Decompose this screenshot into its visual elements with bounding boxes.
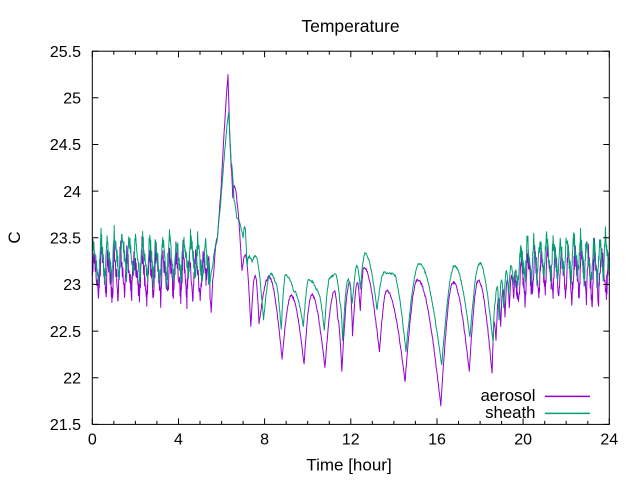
svg-text:23: 23	[63, 277, 81, 294]
svg-text:0: 0	[88, 432, 97, 449]
svg-text:25: 25	[63, 91, 81, 108]
svg-text:22.5: 22.5	[50, 324, 81, 341]
svg-text:Temperature: Temperature	[301, 16, 399, 36]
svg-text:25.5: 25.5	[50, 44, 81, 61]
svg-text:C: C	[5, 231, 24, 243]
svg-text:sheath: sheath	[485, 403, 535, 422]
svg-text:23.5: 23.5	[50, 231, 81, 248]
svg-text:21.5: 21.5	[50, 417, 81, 434]
svg-text:20: 20	[514, 432, 532, 449]
svg-text:8: 8	[260, 432, 269, 449]
svg-text:aerosol: aerosol	[480, 386, 535, 405]
svg-text:22: 22	[63, 370, 81, 387]
svg-text:12: 12	[342, 432, 360, 449]
svg-text:24: 24	[600, 432, 618, 449]
svg-text:4: 4	[174, 432, 183, 449]
svg-text:24.5: 24.5	[50, 137, 81, 154]
svg-text:16: 16	[428, 432, 446, 449]
svg-text:24: 24	[63, 184, 81, 201]
svg-text:Time [hour]: Time [hour]	[306, 456, 391, 475]
